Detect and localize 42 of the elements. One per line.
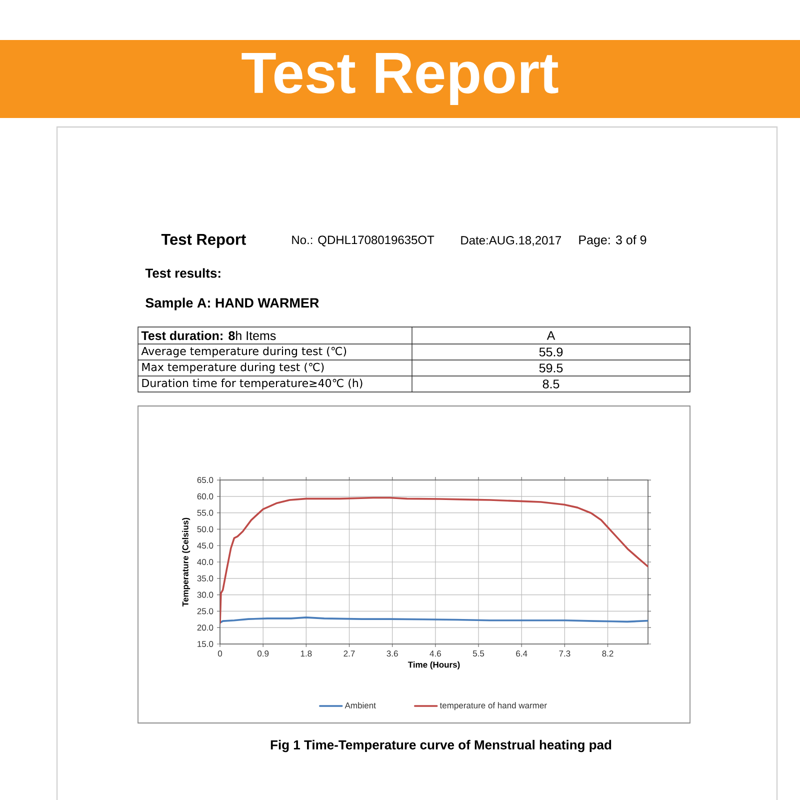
x-tick-label: 2.7 <box>344 650 355 656</box>
text: 8.5 <box>542 380 560 388</box>
y-tick-label: 65.0 <box>197 477 214 484</box>
x-tick-label: 3.6 <box>386 650 398 657</box>
text: 59.5 <box>539 364 563 372</box>
y-tick-label: 25.0 <box>197 608 214 614</box>
text: Date:AUG.18,2017 <box>461 236 561 246</box>
text: Duration time for temperature≥40℃ (h) <box>142 378 362 390</box>
x-tick-label: 8.2 <box>602 650 614 657</box>
text: A <box>546 331 556 340</box>
x-tick-label: 0 <box>218 650 222 657</box>
line-series <box>220 496 648 624</box>
y-tick-label: 60.0 <box>197 493 214 500</box>
y-tick-label: 35.0 <box>197 575 214 582</box>
y-tick-label: 15.0 <box>198 641 214 648</box>
y-axis-title: Temperature (Celsius) <box>182 518 190 606</box>
x-tick-label: 6.4 <box>516 650 528 657</box>
text: Sample A: HAND WARMER <box>146 298 319 310</box>
y-tick-label: 50.0 <box>197 526 214 532</box>
y-tick-label: 45.0 <box>197 542 214 549</box>
text: No.: QDHL1708019635OT <box>292 236 434 246</box>
text: Page: 3 of 9 <box>579 235 646 247</box>
y-tick-label: 20.0 <box>197 624 214 631</box>
chart-title: Test Report <box>242 53 558 105</box>
y-tick-label: 55.0 <box>197 510 214 516</box>
text: 55.9 <box>539 348 563 356</box>
text: Test duration: 8h Items <box>141 330 276 340</box>
legend-label: Ambient <box>344 702 376 708</box>
x-tick-label: 0.9 <box>258 650 269 657</box>
text: Average temperature during test (℃) <box>141 346 346 358</box>
x-tick-label: 7.3 <box>559 650 570 657</box>
x-axis-title: Time (Hours) <box>408 661 460 670</box>
x-tick-label: 5.5 <box>472 650 484 656</box>
caption: Fig 1 Time-Temperature curve of Menstrual heating pad <box>270 740 612 752</box>
legend-label: temperature of hand warmer <box>440 702 547 710</box>
y-tick-label: 30.0 <box>197 592 214 598</box>
text: Test Report <box>161 234 246 248</box>
text: Max temperature during test (℃) <box>142 362 324 374</box>
text: Test results: <box>145 268 220 278</box>
x-tick-label: 4.6 <box>430 650 441 657</box>
x-tick-label: 1.8 <box>300 650 312 657</box>
y-tick-label: 40.0 <box>197 559 214 566</box>
